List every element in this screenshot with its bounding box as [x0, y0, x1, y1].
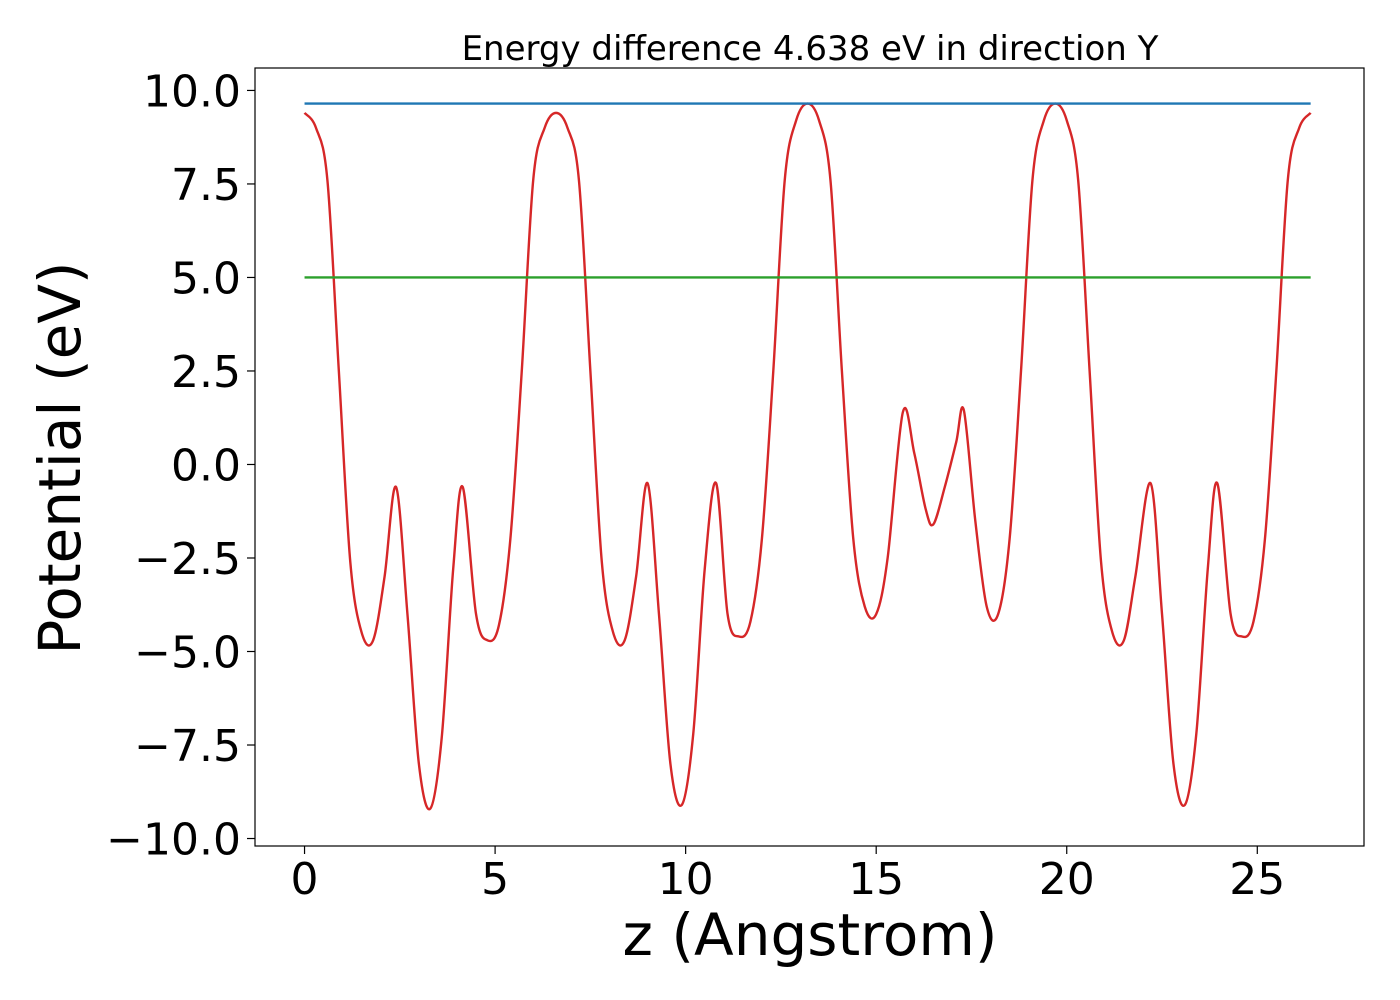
y-tick-label: −2.5: [134, 534, 241, 585]
y-tick-label: 10.0: [143, 66, 241, 117]
y-tick-label: 2.5: [171, 347, 241, 398]
x-axis-ticks: 0 5 10 15 20 25: [291, 846, 1285, 905]
y-tick-label: −10.0: [106, 815, 241, 866]
potential-line: [303, 102, 1312, 811]
x-tick-label: 20: [1039, 854, 1095, 905]
x-tick-label: 5: [481, 854, 509, 905]
plot-area: [303, 102, 1312, 811]
y-tick-label: −7.5: [134, 721, 241, 772]
y-tick-label: 5.0: [171, 253, 241, 304]
x-tick-label: 0: [291, 854, 319, 905]
y-axis-ticks: 10.0 7.5 5.0 2.5 0.0 −2.5 −5.0 −7.5 −10.0: [106, 66, 255, 866]
x-tick-label: 15: [848, 854, 904, 905]
x-tick-label: 25: [1229, 854, 1285, 905]
y-tick-label: 7.5: [171, 160, 241, 211]
chart-title: Energy difference 4.638 eV in direction …: [462, 29, 1159, 69]
axes-frame: [254, 67, 1365, 847]
y-tick-label: 0.0: [171, 440, 241, 491]
y-axis-label: Potential (eV): [26, 261, 94, 654]
x-axis-label: z (Angstrom): [623, 901, 998, 969]
x-tick-label: 10: [658, 854, 714, 905]
y-tick-label: −5.0: [134, 628, 241, 679]
